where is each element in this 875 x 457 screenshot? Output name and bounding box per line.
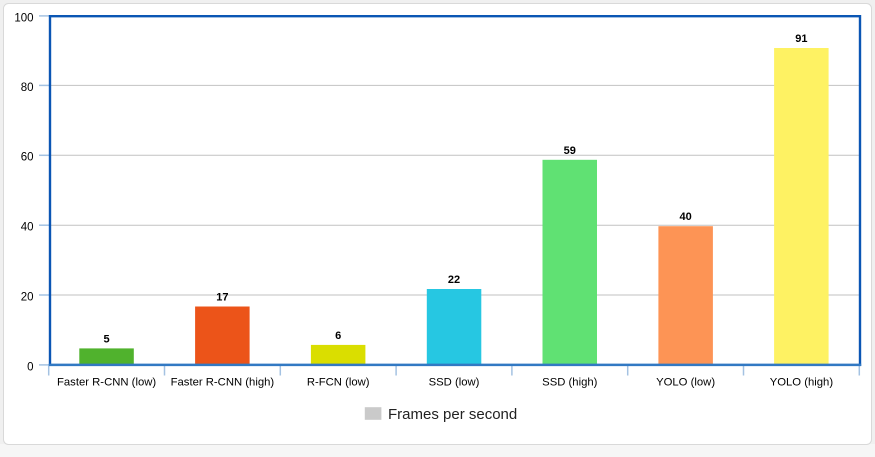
svg-text:40: 40 bbox=[21, 222, 34, 234]
svg-text:17: 17 bbox=[216, 292, 228, 304]
svg-text:40: 40 bbox=[679, 211, 691, 223]
svg-text:SSD (low): SSD (low) bbox=[429, 377, 480, 389]
svg-text:22: 22 bbox=[448, 274, 460, 286]
svg-text:0: 0 bbox=[27, 361, 33, 373]
svg-text:Faster R-CNN (low): Faster R-CNN (low) bbox=[57, 377, 156, 389]
svg-text:Frames per second: Frames per second bbox=[388, 406, 517, 423]
svg-text:SSD (high): SSD (high) bbox=[542, 377, 597, 389]
svg-text:80: 80 bbox=[21, 82, 34, 94]
svg-text:20: 20 bbox=[21, 291, 34, 303]
svg-text:100: 100 bbox=[14, 12, 33, 24]
svg-text:60: 60 bbox=[21, 152, 34, 164]
svg-text:Faster R-CNN (high): Faster R-CNN (high) bbox=[171, 377, 275, 389]
svg-text:5: 5 bbox=[104, 333, 110, 345]
svg-text:YOLO (low): YOLO (low) bbox=[656, 377, 715, 389]
svg-text:91: 91 bbox=[795, 33, 807, 45]
svg-text:59: 59 bbox=[564, 145, 576, 157]
svg-text:6: 6 bbox=[335, 330, 341, 342]
svg-text:YOLO (high): YOLO (high) bbox=[770, 377, 834, 389]
svg-text:R-FCN (low): R-FCN (low) bbox=[307, 377, 370, 389]
